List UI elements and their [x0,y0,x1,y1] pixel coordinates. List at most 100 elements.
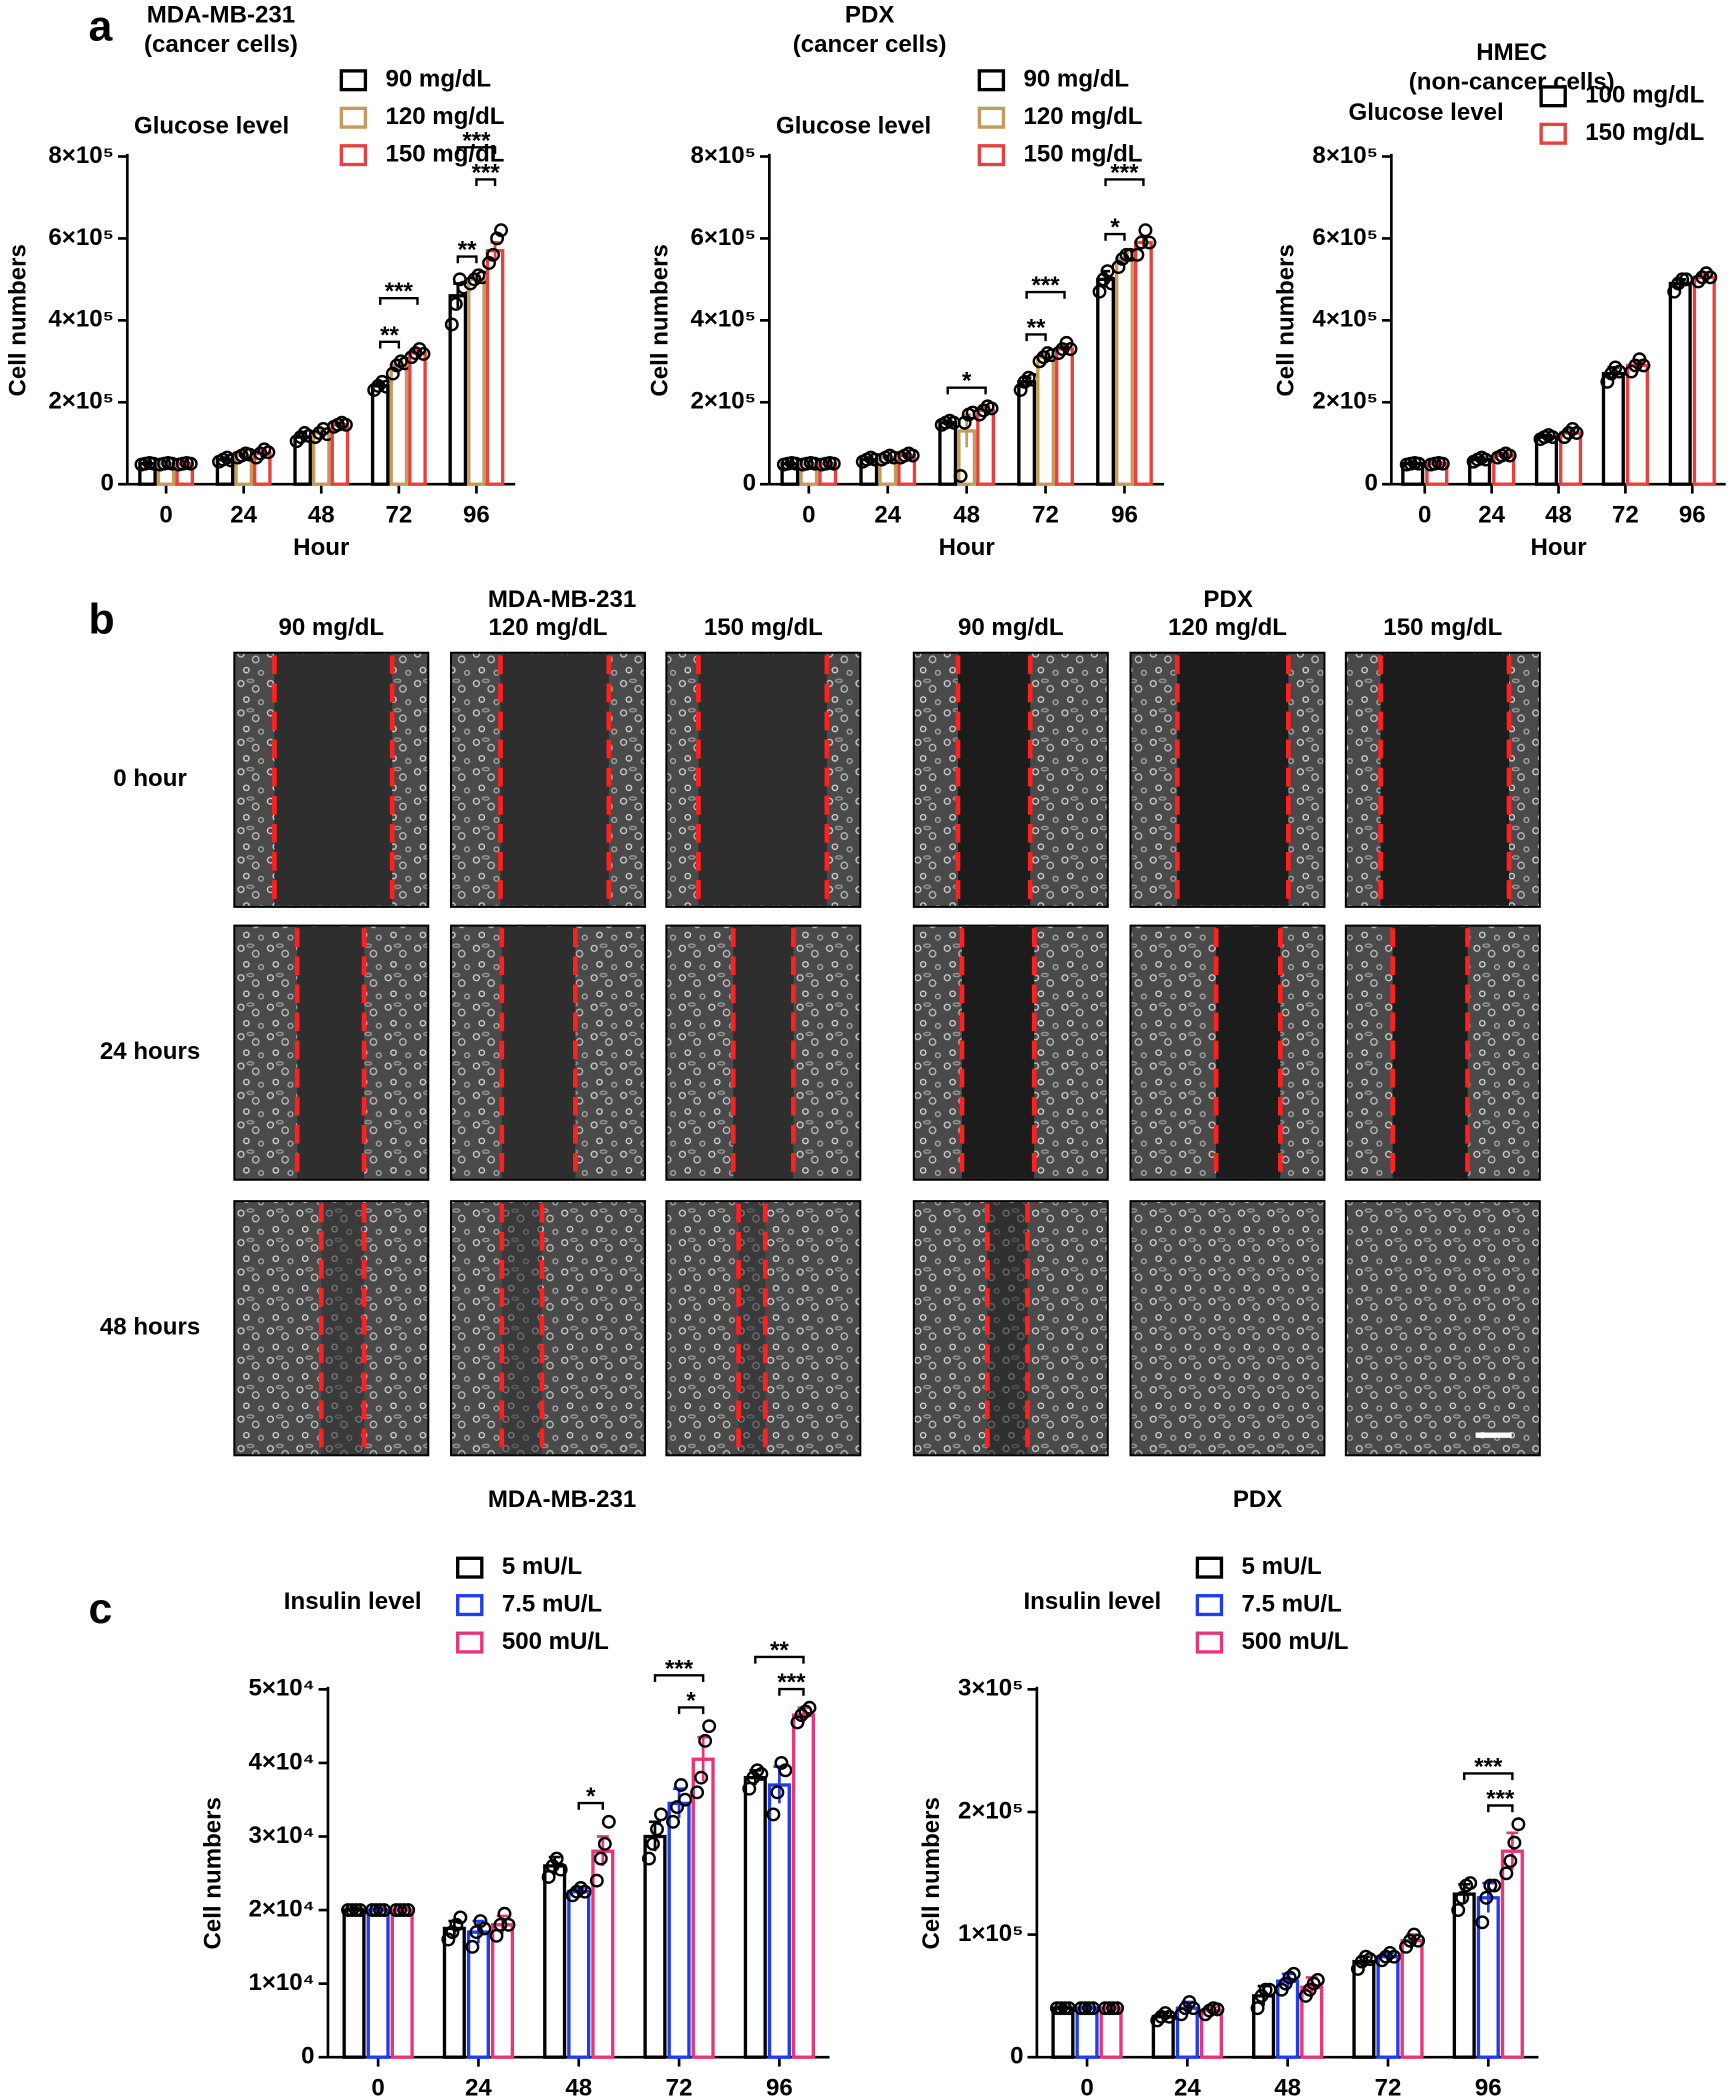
wound-gap [1216,926,1281,1179]
significance-bracket [1025,333,1047,342]
data-point [790,1715,805,1730]
data-point [416,346,431,361]
data-point [373,1903,388,1918]
data-point [678,1792,693,1807]
significance-bracket [456,146,497,154]
data-point [1463,1876,1478,1891]
bar [1133,240,1153,486]
bar [791,1713,816,2059]
data-point [1051,346,1066,361]
data-point [1102,2001,1117,2016]
panel-label: c [89,1585,113,1633]
x-tick-label: 96 [1679,502,1706,529]
bar [1055,347,1074,486]
data-point [698,1733,713,1748]
data-point [1695,270,1710,285]
bar [1036,355,1056,486]
bar [389,363,409,486]
y-tick-label: 4×10⁵ [48,306,114,333]
data-point [1282,1970,1297,1985]
y-tick-label: 8×10⁵ [690,142,756,169]
x-tick-label: 24 [1174,2075,1201,2100]
data-point [1375,1953,1389,1968]
data-point [453,1910,468,1925]
condition-label: 120 mg/dL [488,614,607,641]
data-point [589,1873,604,1888]
data-point [449,1917,464,1932]
x-tick-label: 96 [1111,502,1138,529]
micrograph [1344,1200,1541,1457]
legend-label: 7.5 mU/L [502,1590,602,1617]
wound-gap [987,1202,1028,1454]
data-point [1350,1961,1365,1976]
significance-label: *** [385,278,414,305]
x-tick-label: 48 [308,502,335,529]
bar [643,1834,667,2059]
timepoint-label: 24 hours [100,1038,200,1065]
data-point [972,407,987,422]
data-point [770,1785,785,1800]
legend-swatch [977,69,1006,92]
legend-title: Insulin level [1023,1588,1161,1615]
bar [1601,371,1625,486]
data-point [393,1903,408,1918]
data-point [545,1858,560,1873]
legend-title: Glucose level [776,112,931,139]
bar [1115,257,1134,486]
bar [342,1908,366,2059]
data-point [1511,1817,1526,1832]
significance-bracket [379,296,419,305]
data-point [1502,448,1517,463]
error-bar [697,1735,710,1782]
chart-subtitle: (non-cancer cells) [1409,68,1615,95]
legend-swatch [977,106,1006,129]
data-point [249,450,264,465]
bar [1692,275,1716,486]
group-label: PDX [1203,586,1252,613]
legend-swatch [1539,122,1567,145]
wound-gap [500,654,609,906]
data-point [389,358,404,373]
significance-label: *** [472,159,501,186]
bar [767,1783,791,2059]
data-point [1483,1878,1498,1893]
legend-swatch [339,144,368,167]
x-tick-label: 48 [565,2075,592,2100]
significance-label: * [586,1783,596,1810]
bar [1017,380,1037,486]
x-tick-label: 48 [953,502,980,529]
x-axis-label: Hour [1530,534,1586,561]
significance-label: * [1110,214,1120,241]
wound-gap [1177,654,1289,906]
data-point [754,1767,769,1781]
bar [466,1930,490,2059]
data-point [473,1914,488,1929]
wound-gap [738,1202,766,1454]
data-point [1608,360,1623,375]
x-tick-label: 96 [766,2075,793,2100]
timepoint-label: 48 hours [100,1314,200,1341]
legend-title: Insulin level [284,1588,422,1615]
wound-gap [274,654,393,906]
error-bar [448,1919,461,1936]
data-point [694,1770,709,1785]
significance-bracket [754,1655,805,1664]
data-point [1455,1890,1470,1905]
significance-label: ** [770,1637,789,1664]
bar [543,1864,567,2059]
wound-gap [961,926,1035,1179]
data-point [444,317,459,332]
data-point [1078,2001,1092,2016]
error-bar [1506,1831,1519,1870]
data-point [448,297,463,311]
x-tick-label: 24 [1478,502,1505,529]
significance-bracket [653,1674,705,1683]
data-point [477,1921,492,1936]
bar [667,1801,691,2059]
data-point [1451,1903,1466,1918]
data-point [497,1906,512,1921]
data-point [654,1807,668,1822]
data-point [401,1903,416,1918]
wound-gap [501,1202,542,1454]
panel-label: a [89,3,114,51]
